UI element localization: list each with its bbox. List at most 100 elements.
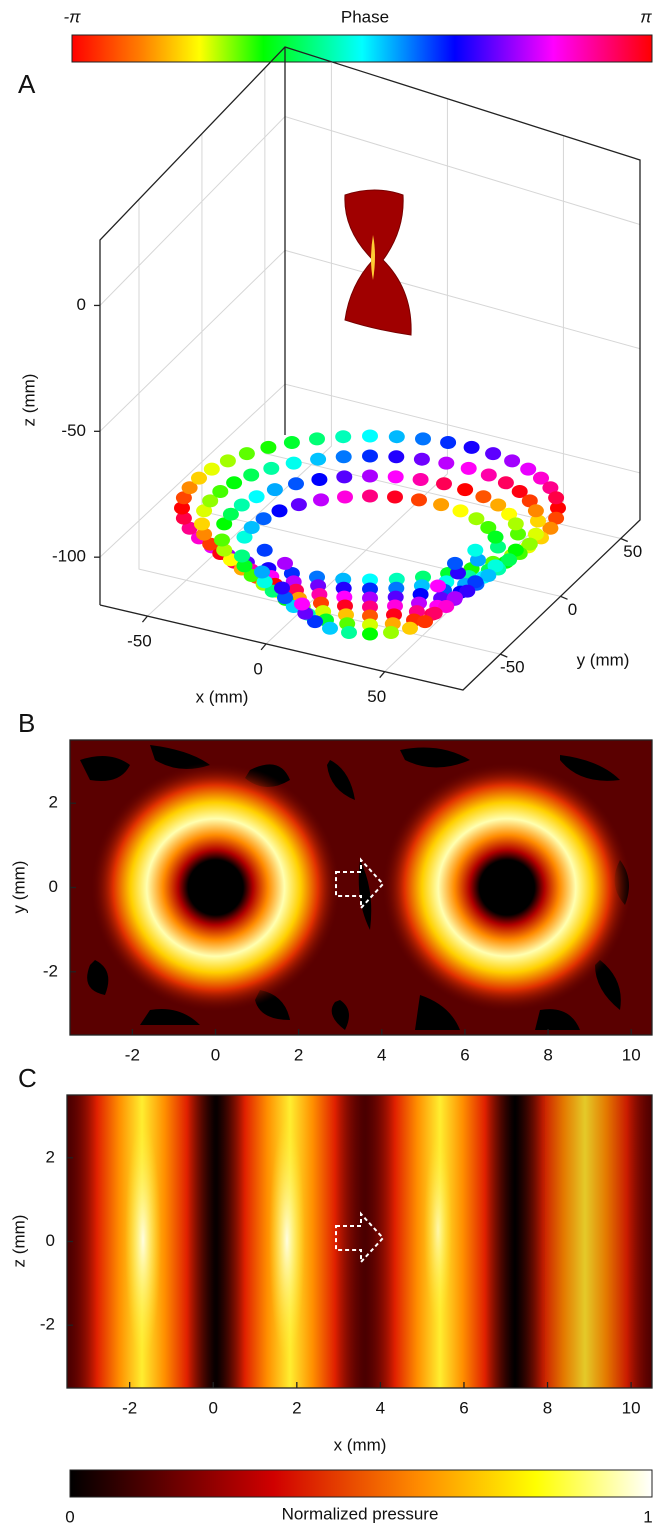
transducer-element <box>510 527 526 541</box>
transducer-element <box>487 530 504 544</box>
transducer-element <box>440 436 457 449</box>
transducer-element <box>175 491 192 505</box>
transducer-element <box>468 512 485 526</box>
x-tick-label: 0 <box>253 659 262 678</box>
transducer-element <box>542 521 559 535</box>
y-axis-label: z (mm) <box>9 1215 28 1268</box>
y-tick-label: 2 <box>46 1147 55 1166</box>
tick-mark <box>379 671 386 679</box>
transducer-element <box>533 471 549 485</box>
y-tick-label: 0 <box>46 1231 55 1250</box>
transducer-element <box>412 473 429 486</box>
transducer-element <box>336 470 353 484</box>
transducer-element <box>362 618 378 632</box>
transducer-element <box>243 521 260 534</box>
x-tick-label: 10 <box>622 1045 641 1064</box>
transducer-element <box>362 449 378 463</box>
transducer-element <box>550 501 566 515</box>
transducer-element <box>181 481 198 495</box>
transducer-element <box>520 462 537 476</box>
transducer-element <box>255 512 272 526</box>
transducer-element <box>283 436 300 449</box>
transducer-element <box>274 581 290 595</box>
transducer-element <box>248 490 265 504</box>
transducer-element <box>285 456 302 470</box>
transducer-element <box>226 476 243 490</box>
transducer-element <box>387 470 404 484</box>
transducer-element <box>521 494 538 508</box>
x-tick-label: -2 <box>122 1398 137 1417</box>
colorbar-min: 0 <box>65 1507 74 1526</box>
transducer-element <box>362 600 378 614</box>
x-tick-label: 4 <box>376 1398 385 1417</box>
transducer-element <box>202 494 219 508</box>
transducer-element <box>266 483 283 497</box>
transducer-element <box>196 504 213 518</box>
colorbar-min: -π <box>63 7 81 26</box>
transducer-element <box>402 621 418 635</box>
transducer-element <box>527 527 544 541</box>
colorbar-max: 1 <box>643 1507 652 1526</box>
transducer-element <box>288 477 304 491</box>
tick-mark <box>560 595 568 600</box>
transducer-element <box>430 579 446 593</box>
transducer-element <box>480 521 497 534</box>
transducer-element <box>174 501 190 515</box>
transducer-element <box>311 473 328 486</box>
transducer-element <box>548 491 565 505</box>
transducer-element <box>337 490 353 504</box>
y-tick-label: -2 <box>40 1315 55 1334</box>
transducer-element <box>191 471 207 485</box>
transducer-element <box>238 447 255 461</box>
transducer-element <box>460 461 477 475</box>
transducer-element <box>254 565 270 579</box>
x-tick-label: 2 <box>294 1045 303 1064</box>
transducer-element <box>277 556 293 570</box>
transducer-element <box>362 489 378 503</box>
tick-mark <box>141 615 148 623</box>
x-tick-label: 6 <box>460 1045 469 1064</box>
transducer-element <box>480 468 497 482</box>
transducer-element <box>362 469 378 483</box>
transducer-element <box>256 575 273 589</box>
grid-line <box>384 135 564 673</box>
transducer-element <box>542 481 559 495</box>
transducer-element <box>196 527 213 541</box>
phase-colorbar <box>71 34 653 63</box>
transducer-element <box>310 452 327 466</box>
transducer-element <box>309 432 325 446</box>
transducer-element <box>236 530 253 544</box>
y-tick-label: 2 <box>49 793 58 812</box>
transducer-element <box>383 626 399 639</box>
x-tick-label: 0 <box>211 1045 220 1064</box>
x-tick-label: 50 <box>367 687 386 706</box>
transducer-element <box>470 553 486 567</box>
axes-b: -2 0 2 4 6 8 10 -2 0 2 <box>43 793 641 1065</box>
z-tick-label: -50 <box>61 421 86 440</box>
transducer-element <box>335 450 352 464</box>
transducer-element <box>271 504 288 518</box>
transducer-element <box>490 498 507 512</box>
transducer-element <box>459 584 476 598</box>
transducer-element <box>548 511 565 525</box>
transducer-element <box>411 493 427 507</box>
transducer-element <box>322 621 338 635</box>
grid-line <box>138 199 501 655</box>
z-tick-label: -100 <box>52 547 86 566</box>
transducer-element <box>511 485 528 498</box>
transducer-element <box>433 498 450 512</box>
transducer-element <box>388 450 405 464</box>
transducer-element <box>290 498 307 512</box>
transducer-element <box>260 440 277 454</box>
x-tick-label: 8 <box>543 1045 552 1064</box>
contour-b <box>70 740 652 1035</box>
transducer-element <box>387 490 403 504</box>
x-tick-label: -2 <box>125 1045 140 1064</box>
transducer-element <box>362 627 378 641</box>
tick-mark <box>260 643 267 651</box>
z-axis-label: z (mm) <box>19 374 38 427</box>
panel-label: A <box>18 69 36 99</box>
transducer-element <box>236 559 253 573</box>
colorbar-max: π <box>640 7 652 26</box>
